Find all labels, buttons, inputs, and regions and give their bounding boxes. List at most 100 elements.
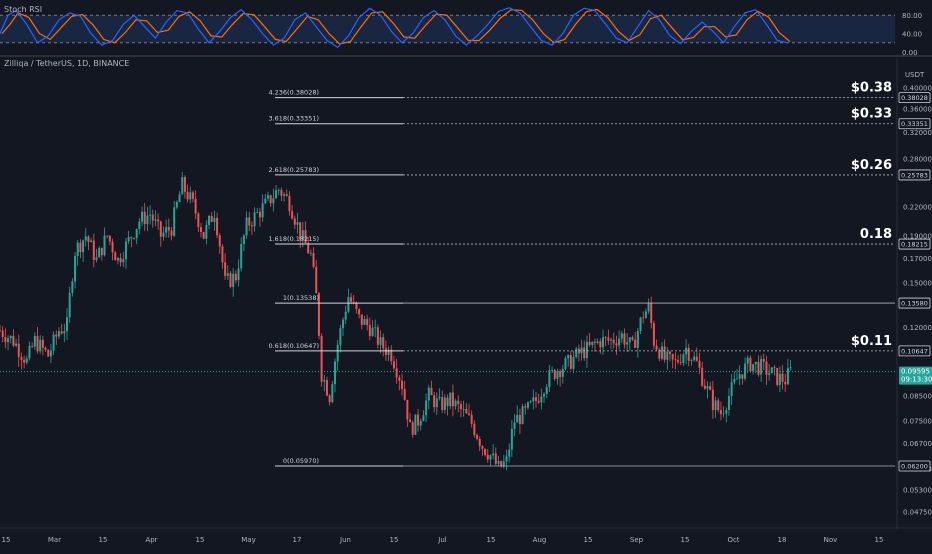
- fib-level[interactable]: 0(0.05970) 0.06200: [275, 457, 931, 472]
- candle-body: [79, 242, 82, 253]
- candle-body: [760, 358, 763, 375]
- fib-level[interactable]: 4.236(0.38028) 0.38028 $0.38: [268, 81, 931, 104]
- candle-body: [390, 349, 393, 362]
- candle-body: [205, 224, 208, 239]
- price-tick-label: 0.40000: [903, 85, 932, 93]
- fib-level[interactable]: 1.618(0.18215) 0.18215 0.18: [268, 227, 931, 250]
- candle-body: [671, 354, 674, 360]
- candle-body: [612, 339, 615, 344]
- fib-level[interactable]: 1(0.13538) 0.13580: [275, 294, 931, 309]
- candle-body: [749, 357, 752, 372]
- candle-body: [0, 330, 1, 332]
- candle-body: [382, 337, 385, 349]
- candle-body: [95, 257, 98, 261]
- candle-body: [540, 396, 543, 403]
- candle-body: [25, 358, 28, 363]
- candle-body: [253, 212, 256, 227]
- candle-body: [727, 396, 730, 411]
- price-tick-label: 0.22000: [903, 203, 932, 211]
- candle-body: [138, 221, 141, 229]
- candle-body: [588, 341, 591, 345]
- candle-body: [103, 235, 106, 256]
- time-tick-label: Mar: [48, 536, 61, 544]
- price-tick-label: 0.06700: [903, 440, 932, 448]
- candle-body: [508, 449, 511, 457]
- time-axis[interactable]: 15 Mar 15 Apr 15 May 17 Jun 15 Jul 15 Aug 15 Sep 15 Oct…: [0, 527, 932, 544]
- candle-body: [719, 410, 722, 415]
- candle-body: [425, 400, 428, 416]
- candle-body: [285, 194, 288, 196]
- fib-target-label: $0.11: [851, 334, 892, 349]
- candle-body: [561, 368, 564, 377]
- candle-body: [344, 311, 347, 320]
- fib-level-label: 0.618(0.10647): [268, 342, 319, 350]
- fib-level[interactable]: 2.618(0.25783) 0.25783 $0.26: [268, 158, 931, 181]
- candle-body: [666, 351, 669, 360]
- fib-levels[interactable]: 4.236(0.38028) 0.38028 $0.38 3.618(0.33351)…: [268, 81, 931, 472]
- fib-level[interactable]: 3.618(0.33351) 0.33351 $0.33: [268, 107, 931, 130]
- candle-body: [175, 201, 178, 208]
- candle-body: [535, 397, 537, 401]
- candle-body: [518, 414, 521, 425]
- candle-body: [288, 195, 291, 212]
- candle-body: [63, 331, 66, 334]
- price-tick-label: 0.04750: [903, 508, 932, 516]
- price-tick-label: 0.32000: [903, 129, 932, 137]
- candle-body: [395, 368, 398, 378]
- currency-label: USDT: [905, 71, 925, 79]
- candle-body: [334, 361, 336, 385]
- candle-body: [301, 230, 304, 240]
- candle-body: [435, 398, 438, 408]
- price-panel[interactable]: Zilliqa / TetherUS, 1D, BINANCE USDT 0.4…: [0, 58, 932, 530]
- candle-body: [551, 369, 554, 371]
- candle-body: [607, 337, 610, 341]
- candle-body: [484, 448, 487, 455]
- candle-body: [248, 217, 251, 226]
- fib-price-box-label: 0.13580: [901, 300, 928, 308]
- price-tick-label: 0.36000: [903, 106, 932, 114]
- candle-body: [433, 395, 436, 408]
- candle-body: [669, 351, 671, 355]
- price-tick-label: 0.12000: [903, 324, 932, 332]
- candle-body: [12, 335, 15, 346]
- candle-body: [127, 237, 130, 242]
- candle-body: [167, 227, 170, 231]
- candle-body: [221, 246, 224, 263]
- candle-body: [647, 303, 650, 312]
- candle-body: [583, 347, 586, 359]
- candle-body: [20, 356, 23, 360]
- candle-body: [368, 325, 371, 336]
- candle-body: [267, 195, 269, 199]
- price-axis[interactable]: 0.40000 0.36000 0.32000 0.28000 0.22000 0.190…: [896, 58, 932, 530]
- candle-body: [652, 323, 655, 346]
- candle-body: [454, 400, 457, 407]
- candle-body: [770, 367, 773, 374]
- candle-body: [237, 268, 240, 281]
- fib-price-box-label: 0.33351: [901, 120, 928, 128]
- candle-body: [789, 367, 792, 369]
- candle-body: [283, 194, 286, 196]
- candle-body: [360, 314, 363, 325]
- fib-level[interactable]: 0.618(0.10647) 0.10647 $0.11: [268, 334, 931, 357]
- candle-body: [575, 348, 578, 358]
- countdown-timer: 09:13:30: [901, 376, 932, 384]
- candle-body: [441, 397, 444, 410]
- candle-body: [529, 401, 532, 403]
- candle-body: [430, 387, 433, 396]
- candle-body: [98, 247, 101, 258]
- candle-body: [599, 341, 602, 348]
- candle-body: [55, 334, 58, 337]
- candle-body: [226, 273, 229, 276]
- candle-body: [526, 402, 529, 408]
- fib-level-label: 2.618(0.25783): [268, 166, 319, 174]
- candle-body: [229, 273, 232, 287]
- candle-body: [422, 415, 425, 421]
- stoch-rsi-panel[interactable]: Stoch RSI 80.00 40.00 0.00: [0, 5, 922, 57]
- stoch-rsi-tick-label: 40.00: [902, 31, 922, 39]
- candle-body: [384, 348, 387, 355]
- candle-body: [556, 371, 559, 379]
- candle-body: [443, 397, 446, 410]
- candle-body: [494, 453, 497, 464]
